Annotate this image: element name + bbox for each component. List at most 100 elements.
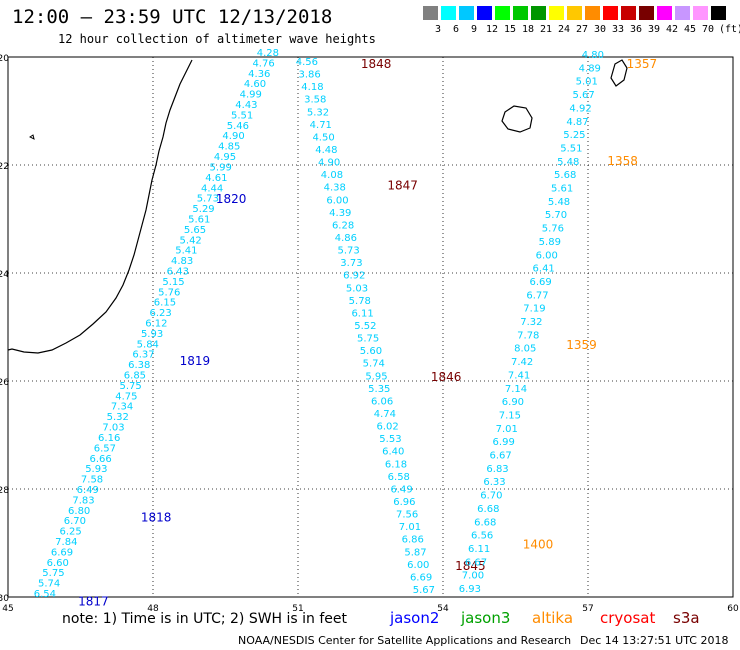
swh-value: 7.14 xyxy=(505,384,527,395)
swh-value: 6.77 xyxy=(526,290,548,301)
swh-value: 4.39 xyxy=(329,208,351,219)
scale-label: 24 xyxy=(558,24,571,35)
time-label: 1819 xyxy=(180,354,211,368)
scale-label: 42 xyxy=(666,24,679,35)
scale-label: 15 xyxy=(504,24,517,35)
swh-value: 7.83 xyxy=(72,495,94,506)
swh-value: 4.85 xyxy=(218,142,240,153)
swh-value: 4.80 xyxy=(582,50,604,61)
scale-swatch xyxy=(495,6,511,20)
swh-value: 4.48 xyxy=(315,145,337,156)
swh-value: 5.46 xyxy=(227,121,249,132)
swh-value: 5.52 xyxy=(354,321,376,332)
swh-value: 5.25 xyxy=(563,130,585,141)
scale-label: 70 xyxy=(702,24,715,35)
swh-value: 6.70 xyxy=(480,491,502,502)
swh-value: 4.60 xyxy=(244,79,266,90)
x-tick-label: 60 xyxy=(727,604,739,614)
scale-swatch xyxy=(441,6,457,20)
swh-value: 5.70 xyxy=(545,210,567,221)
swh-value: 6.15 xyxy=(154,298,176,309)
swh-value: 5.99 xyxy=(210,162,232,173)
swh-value: 4.50 xyxy=(312,132,334,143)
swh-value: 4.89 xyxy=(579,63,601,74)
swh-value: 6.43 xyxy=(167,266,189,277)
coastlines xyxy=(7,59,628,354)
scale-swatch xyxy=(693,6,709,20)
swh-value: 6.37 xyxy=(132,350,154,361)
swh-value: 7.58 xyxy=(81,475,103,486)
swh-value: 6.66 xyxy=(89,454,111,465)
scale-label: 3 xyxy=(435,24,442,35)
swh-value: 4.90 xyxy=(318,158,340,169)
swh-value: 6.93 xyxy=(459,584,481,595)
swh-value: 3.86 xyxy=(299,70,321,81)
swh-value: 5.35 xyxy=(368,384,390,395)
time-label: 1817 xyxy=(78,594,109,608)
scale-swatch xyxy=(585,6,601,20)
swh-value: 6.69 xyxy=(529,277,551,288)
swh-value: 6.28 xyxy=(332,220,354,231)
swh-value: 6.33 xyxy=(483,477,505,488)
scale-swatch xyxy=(603,6,619,20)
scale-label: 30 xyxy=(594,24,607,35)
swh-value: 4.76 xyxy=(252,58,274,69)
swh-value: 3.58 xyxy=(304,95,326,106)
swh-value: 5.68 xyxy=(554,170,576,181)
swh-value: 6.12 xyxy=(145,319,167,330)
y-tick-label: -26 xyxy=(0,378,9,388)
footer-note: note: 1) Time is in UTC; 2) SWH is in fe… xyxy=(62,611,348,627)
swh-value: 5.61 xyxy=(188,214,210,225)
swh-value: 3.73 xyxy=(340,258,362,269)
swh-value: 4.99 xyxy=(240,90,262,101)
swh-value: 4.83 xyxy=(171,256,193,267)
swh-value: 6.54 xyxy=(34,589,56,600)
swh-value: 6.41 xyxy=(533,264,555,275)
satellite-name: cryosat xyxy=(600,609,656,627)
swh-value: 5.76 xyxy=(158,287,180,298)
satellite-name: jason2 xyxy=(390,609,440,627)
time-label: 1358 xyxy=(607,154,638,168)
scale-swatch xyxy=(639,6,655,20)
swh-value: 4.92 xyxy=(569,103,591,114)
swh-value: 5.32 xyxy=(107,412,129,423)
time-label: 1820 xyxy=(216,192,247,206)
swh-value: 6.67 xyxy=(465,557,487,568)
satellite-name: jason3 xyxy=(461,609,511,627)
map-title: 12:00 – 23:59 UTC 12/13/2018 xyxy=(12,6,333,28)
swh-value: 4.28 xyxy=(257,48,279,59)
swh-value: 7.15 xyxy=(499,410,521,421)
swh-value: 4.18 xyxy=(301,82,323,93)
swh-value: 5.67 xyxy=(573,90,595,101)
swh-value: 4.95 xyxy=(214,152,236,163)
scale-swatch xyxy=(567,6,583,20)
swh-value: 6.49 xyxy=(77,485,99,496)
swh-value: 4.36 xyxy=(248,69,270,80)
scale-label: 18 xyxy=(522,24,535,35)
swh-value: 5.95 xyxy=(365,371,387,382)
swh-value: 8.05 xyxy=(514,344,536,355)
swh-value: 6.68 xyxy=(474,517,496,528)
swh-value: 5.65 xyxy=(184,225,206,236)
swh-value: 6.58 xyxy=(388,472,410,483)
swh-value: 4.87 xyxy=(566,117,588,128)
swh-value: 5.78 xyxy=(349,296,371,307)
y-tick-label: -30 xyxy=(0,594,9,604)
scale-swatch xyxy=(423,6,439,20)
scale-swatch xyxy=(513,6,529,20)
swh-value: 4.71 xyxy=(310,120,332,131)
swh-value: 6.70 xyxy=(64,516,86,527)
swh-value: 6.11 xyxy=(351,308,373,319)
axis-labels: 45 48 51 54 57 60 -20 -22 -24 -26 -28 -30 xyxy=(0,54,739,614)
map-frame xyxy=(7,56,734,598)
swh-value: 5.53 xyxy=(379,434,401,445)
swh-value: 7.41 xyxy=(508,370,530,381)
satellite-tracks: 4.284.764.364.604.994.435.515.464.904.85… xyxy=(34,48,657,608)
swh-value: 4.43 xyxy=(235,100,257,111)
swh-value: 6.90 xyxy=(502,397,524,408)
swh-value: 6.16 xyxy=(98,433,120,444)
madagascar-coast xyxy=(7,59,193,354)
time-label: 1847 xyxy=(387,179,418,193)
swh-value: 6.00 xyxy=(536,250,558,261)
